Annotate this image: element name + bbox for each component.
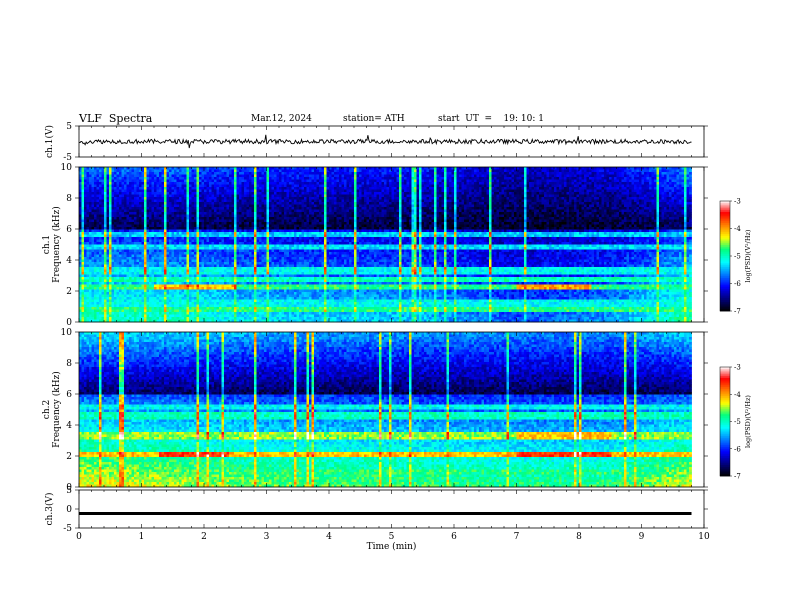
x-tick-label: 10	[698, 532, 710, 542]
y-tick-label: 8	[66, 194, 72, 204]
colorbar-tick-label: -3	[734, 364, 741, 372]
y-tick-label: 2	[66, 452, 72, 462]
x-tick-label: 6	[451, 532, 457, 542]
x-axis-title: Time (min)	[367, 541, 417, 552]
y-tick-label: -5	[63, 524, 72, 534]
ch1-spectrogram-ylabel-1: ch.1	[42, 235, 52, 254]
colorbar-tick-label: -5	[734, 418, 741, 426]
x-tick-label: 7	[514, 532, 520, 542]
colorbar-tick-label: -4	[734, 225, 741, 233]
y-tick-label: 6	[66, 390, 72, 400]
y-tick-label: 0	[66, 505, 72, 515]
colorbar-label-1: log(PSD)(V²/Hz)	[744, 229, 752, 282]
x-tick-label: 5	[389, 532, 395, 542]
x-tick-label: 9	[639, 532, 645, 542]
ch1-spectrogram-ylabel-2: Frequency (kHz)	[51, 206, 62, 283]
ch1-waveform-line	[79, 135, 692, 148]
ch2-spectrogram-ylabel-2: Frequency (kHz)	[51, 371, 62, 448]
ch2-spectrogram-ylabel-1: ch.2	[42, 400, 52, 419]
y-tick-label: 4	[66, 256, 72, 266]
x-tick-label: 8	[576, 532, 582, 542]
y-tick-label: 5	[66, 486, 72, 496]
y-tick-label: 8	[66, 359, 72, 369]
y-tick-label: 6	[66, 225, 72, 235]
x-tick-label: 2	[201, 532, 207, 542]
y-tick-label: 5	[66, 122, 72, 132]
colorbars: -3 -4 -5 -6 -7 log(PSD)(V²/Hz) -3 -4 -5 -6 -7 log(P…	[720, 198, 752, 481]
colorbar-tick-label: -7	[734, 308, 741, 316]
y-tick-label: 2	[66, 287, 72, 297]
y-tick-label: -5	[63, 153, 72, 163]
colorbar-tick-label: -3	[734, 198, 741, 206]
colorbar-tick-label: -5	[734, 253, 741, 261]
x-tick-label: 4	[326, 532, 332, 542]
colorbar-tick-label: -7	[734, 473, 741, 481]
y-tick-label: 10	[61, 163, 73, 173]
ch1-spectrogram-heatmap	[79, 167, 692, 322]
x-tick-label: 1	[139, 532, 145, 542]
y-tick-label: 0	[66, 318, 72, 328]
ch3-waveform-ylabel: ch.3(V)	[44, 493, 55, 526]
x-tick-label: 0	[76, 532, 82, 542]
x-tick-label: 3	[264, 532, 270, 542]
colorbar-tick-label: -6	[734, 445, 741, 453]
colorbar-label-2: log(PSD)(V²/Hz)	[744, 395, 752, 448]
y-tick-label: 10	[61, 328, 73, 338]
colorbar-tick-label: -6	[734, 280, 741, 288]
y-tick-label: 4	[66, 421, 72, 431]
ch2-spectrogram-heatmap	[79, 332, 692, 487]
colorbar-tick-label: -4	[734, 391, 741, 399]
ch3-waveform-frame	[79, 490, 704, 528]
ch1-waveform-ylabel: ch.1(V)	[44, 125, 55, 158]
ch1-waveform-trace	[79, 135, 692, 148]
